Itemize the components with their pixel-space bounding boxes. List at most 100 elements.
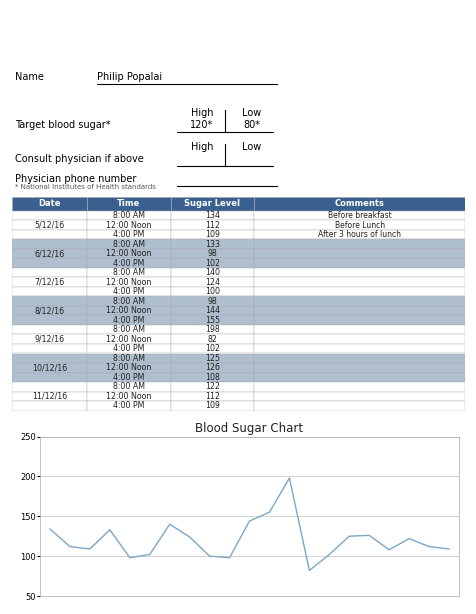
- Text: 98: 98: [207, 297, 217, 306]
- Bar: [254, 197, 464, 211]
- Bar: [12, 316, 87, 325]
- Text: * National Institutes of Health standards: * National Institutes of Health standard…: [15, 184, 156, 190]
- Text: 108: 108: [205, 373, 219, 382]
- Text: 4:00 PM: 4:00 PM: [113, 344, 144, 353]
- Text: Comments: Comments: [334, 200, 384, 209]
- Text: 133: 133: [205, 239, 219, 249]
- Text: After 3 hours of lunch: After 3 hours of lunch: [317, 230, 400, 239]
- Bar: [170, 197, 254, 211]
- Text: 8:00 AM: 8:00 AM: [112, 297, 144, 306]
- Bar: [170, 382, 254, 392]
- Bar: [87, 401, 170, 411]
- Bar: [12, 211, 87, 220]
- Text: 102: 102: [205, 258, 219, 268]
- Bar: [87, 354, 170, 363]
- Bar: [12, 297, 87, 306]
- Bar: [87, 268, 170, 278]
- Text: 155: 155: [205, 316, 219, 325]
- Bar: [170, 401, 254, 411]
- Bar: [87, 249, 170, 258]
- Bar: [12, 268, 87, 278]
- Text: 4:00 PM: 4:00 PM: [113, 287, 144, 296]
- Text: 100: 100: [205, 287, 219, 296]
- Bar: [170, 239, 254, 249]
- Text: Before Lunch: Before Lunch: [334, 221, 384, 230]
- Bar: [254, 325, 464, 335]
- Bar: [12, 363, 87, 373]
- Text: 9/12/16: 9/12/16: [34, 335, 64, 344]
- Text: 120*: 120*: [190, 120, 213, 130]
- Bar: [12, 230, 87, 239]
- Bar: [170, 220, 254, 230]
- Text: 8:00 AM: 8:00 AM: [112, 211, 144, 220]
- Text: 12:00 Noon: 12:00 Noon: [106, 278, 151, 287]
- Text: Low: Low: [242, 108, 261, 118]
- Bar: [254, 382, 464, 392]
- Text: 8:00 AM: 8:00 AM: [112, 325, 144, 334]
- Bar: [87, 197, 170, 211]
- Bar: [170, 335, 254, 344]
- Text: Name: Name: [15, 72, 44, 82]
- Bar: [170, 268, 254, 278]
- Bar: [170, 325, 254, 335]
- Bar: [12, 344, 87, 354]
- Bar: [87, 363, 170, 373]
- Text: 6/12/16: 6/12/16: [34, 249, 64, 258]
- Text: 98: 98: [207, 249, 217, 258]
- Bar: [87, 325, 170, 335]
- Text: Philip Popalai: Philip Popalai: [97, 72, 162, 82]
- Text: 198: 198: [205, 325, 219, 334]
- Text: Sugar Level: Sugar Level: [184, 200, 240, 209]
- Text: 5/12/16: 5/12/16: [34, 221, 64, 230]
- Text: 4:00 PM: 4:00 PM: [113, 373, 144, 382]
- Bar: [170, 392, 254, 401]
- Text: 8:00 AM: 8:00 AM: [112, 383, 144, 391]
- Bar: [254, 249, 464, 258]
- Text: 10/12/16: 10/12/16: [32, 363, 67, 372]
- Bar: [170, 230, 254, 239]
- Bar: [170, 363, 254, 373]
- Bar: [12, 373, 87, 382]
- Text: 112: 112: [205, 221, 219, 230]
- Bar: [12, 392, 87, 401]
- Bar: [170, 287, 254, 297]
- Bar: [12, 249, 87, 258]
- Text: 4:00 PM: 4:00 PM: [113, 258, 144, 268]
- Bar: [12, 197, 87, 211]
- Bar: [254, 354, 464, 363]
- Bar: [170, 306, 254, 316]
- Text: 140: 140: [205, 268, 219, 278]
- Bar: [12, 401, 87, 411]
- Text: 12:00 Noon: 12:00 Noon: [106, 249, 151, 258]
- Text: 8:00 AM: 8:00 AM: [112, 239, 144, 249]
- Text: Before breakfast: Before breakfast: [327, 211, 391, 220]
- Text: 109: 109: [205, 402, 219, 410]
- Bar: [87, 306, 170, 316]
- Bar: [12, 354, 87, 363]
- Bar: [87, 230, 170, 239]
- Bar: [12, 239, 87, 249]
- Text: Date: Date: [38, 200, 60, 209]
- Bar: [87, 344, 170, 354]
- Text: 12:00 Noon: 12:00 Noon: [106, 392, 151, 401]
- Text: 8:00 AM: 8:00 AM: [112, 268, 144, 278]
- Text: 82: 82: [207, 335, 217, 344]
- Bar: [12, 220, 87, 230]
- Bar: [254, 373, 464, 382]
- Bar: [170, 297, 254, 306]
- Text: 12:00 Noon: 12:00 Noon: [106, 221, 151, 230]
- Bar: [254, 258, 464, 268]
- Text: 124: 124: [205, 278, 219, 287]
- Text: Low: Low: [242, 142, 261, 152]
- Bar: [170, 211, 254, 220]
- Text: 126: 126: [205, 363, 219, 372]
- Text: Blood Sugar Chart: Blood Sugar Chart: [153, 33, 323, 51]
- Bar: [12, 325, 87, 335]
- Text: Physician phone number: Physician phone number: [15, 174, 136, 184]
- Bar: [170, 249, 254, 258]
- Bar: [87, 211, 170, 220]
- Text: 80*: 80*: [243, 120, 260, 130]
- Bar: [254, 316, 464, 325]
- Bar: [254, 297, 464, 306]
- Text: Target blood sugar*: Target blood sugar*: [15, 120, 110, 130]
